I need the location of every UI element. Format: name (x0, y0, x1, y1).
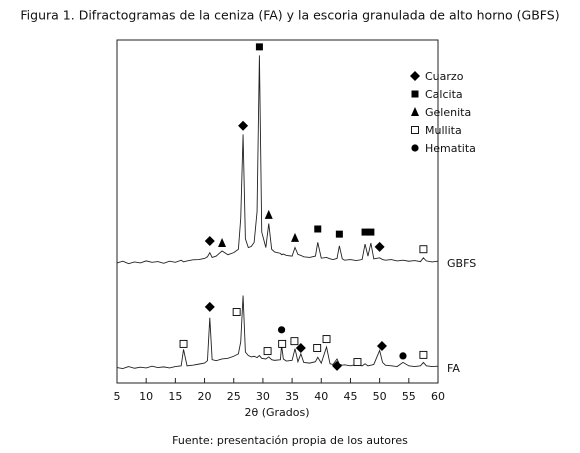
phase-marker (232, 308, 241, 316)
phase-marker (278, 339, 287, 348)
x-tick-label: 40 (314, 390, 328, 403)
legend-symbol (411, 144, 419, 152)
x-tick-label: 20 (198, 390, 212, 403)
phase-marker (204, 301, 215, 312)
series-line (116, 295, 439, 370)
phase-marker (361, 228, 369, 236)
x-tick-label: 60 (431, 390, 445, 403)
legend-label: Gelenita (425, 106, 471, 119)
series-line (116, 55, 439, 265)
phase-marker (367, 228, 375, 236)
chart-title: Figura 1. Difractogramas de la ceniza (F… (20, 8, 559, 23)
x-tick-label: 30 (256, 390, 270, 403)
legend-symbol (411, 90, 419, 98)
phase-marker (399, 352, 407, 360)
legend-label: Calcita (425, 88, 463, 101)
x-tick-label: 45 (343, 390, 357, 403)
phase-marker (295, 343, 306, 354)
phase-marker (291, 232, 300, 242)
series-label: FA (447, 362, 460, 375)
phase-marker (263, 347, 272, 356)
phase-marker (218, 238, 227, 248)
phase-marker (419, 350, 428, 359)
phase-marker (332, 360, 343, 371)
legend-symbol (410, 71, 420, 81)
legend-label: Mullita (425, 124, 462, 137)
phase-marker (179, 339, 188, 348)
phase-marker (353, 358, 362, 367)
phase-marker (238, 120, 249, 131)
phase-marker (255, 43, 263, 51)
source-note: Fuente: presentación propia de los autor… (172, 434, 408, 447)
legend-symbol (411, 126, 419, 134)
legend-symbol (411, 107, 419, 116)
legend-label: Hematita (425, 142, 476, 155)
phase-marker (277, 326, 286, 334)
phase-marker (204, 235, 215, 246)
phase-marker (314, 225, 322, 233)
x-tick-label: 55 (402, 390, 416, 403)
phase-marker (264, 209, 273, 219)
x-tick-label: 5 (114, 390, 121, 403)
phase-marker (419, 245, 428, 254)
phase-marker (290, 337, 299, 346)
x-axis-label: 2θ (Grados) (244, 406, 309, 419)
x-tick-label: 10 (139, 390, 153, 403)
legend-label: Cuarzo (425, 70, 464, 83)
series-label: GBFS (447, 257, 476, 270)
phase-marker (322, 335, 331, 344)
x-tick-label: 25 (227, 390, 241, 403)
phase-marker (376, 340, 387, 351)
x-tick-label: 50 (373, 390, 387, 403)
x-tick-label: 15 (168, 390, 182, 403)
phase-marker (374, 241, 385, 252)
x-tick-label: 35 (285, 390, 299, 403)
plot-frame (116, 39, 439, 384)
phase-marker (335, 230, 343, 238)
phase-marker (313, 344, 322, 352)
